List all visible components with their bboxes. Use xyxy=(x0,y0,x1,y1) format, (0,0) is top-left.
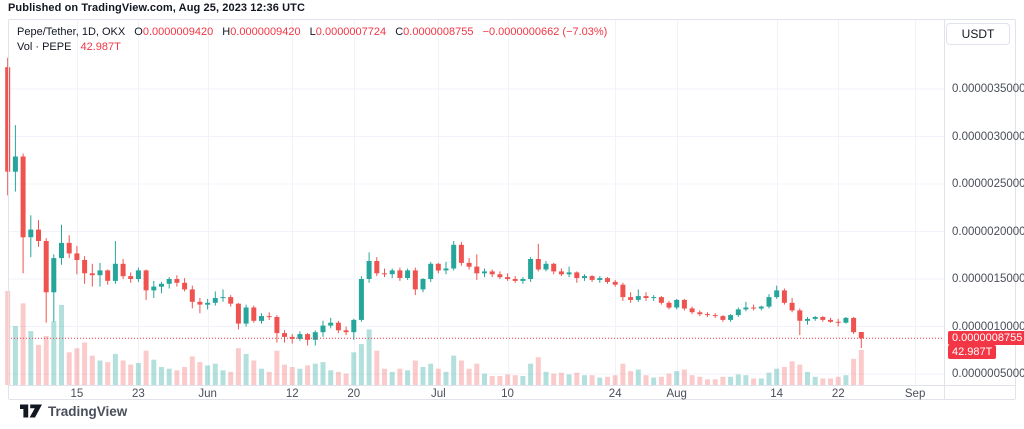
tradingview-footer: TradingView xyxy=(20,403,127,419)
price-axis-separator xyxy=(944,19,945,400)
price-axis-label: 0.0000020000 xyxy=(952,225,1024,238)
published-attribution: Published on TradingView.com, Aug 25, 20… xyxy=(8,2,305,14)
time-axis-label: 15 xyxy=(70,388,84,400)
change-value: −0.0000000662 (−7.03%) xyxy=(482,26,608,38)
price-axis-label: 0.0000035000 xyxy=(952,83,1024,95)
time-axis-label: 10 xyxy=(501,388,514,400)
tradingview-brand-text[interactable]: TradingView xyxy=(48,403,128,419)
chart-legend: Pepe/Tether, 1D, OKX O0.0000009420 H0.00… xyxy=(17,25,607,55)
tradingview-logo-icon[interactable] xyxy=(20,403,42,419)
time-axis-label: 22 xyxy=(831,388,845,400)
time-axis-label: 12 xyxy=(285,388,299,400)
price-axis-label: 0.0000015000 xyxy=(952,273,1024,285)
ohlc-high: H0.0000009420 xyxy=(222,26,301,38)
price-axis-label: 0.0000025000 xyxy=(952,178,1024,190)
ohlc-open: O0.0000009420 xyxy=(134,26,214,38)
last-price-badge: 0.0000008755 xyxy=(948,331,1024,345)
ohlc-close: C0.0000008755 xyxy=(395,26,474,38)
time-axis-label: 14 xyxy=(770,388,784,400)
time-axis-separator xyxy=(8,385,1016,386)
currency-toggle-button[interactable]: USDT xyxy=(946,23,1010,45)
price-axis-label: 0.0000005000 xyxy=(952,368,1024,380)
time-axis-label: 24 xyxy=(608,388,622,400)
time-axis-label: Aug xyxy=(666,388,687,400)
symbol-title[interactable]: Pepe/Tether, 1D, OKX xyxy=(17,26,126,38)
volume-value: 42.987T xyxy=(80,41,121,53)
time-axis-label: 20 xyxy=(347,388,361,400)
volume-label: Vol · PEPE xyxy=(17,41,72,53)
price-axis-label: 0.0000030000 xyxy=(952,130,1024,143)
legend-volume-row: Vol · PEPE 42.987T xyxy=(17,40,607,55)
ohlc-low: L0.0000007724 xyxy=(309,26,387,38)
time-axis-label: Sep xyxy=(904,388,926,400)
last-volume-badge: 42.987T xyxy=(948,345,997,359)
price-axis-label: 0.0000010000 xyxy=(952,320,1024,333)
legend-symbol-row: Pepe/Tether, 1D, OKX O0.0000009420 H0.00… xyxy=(17,25,607,40)
time-axis-label: Jun xyxy=(198,388,217,400)
time-axis-label: Jul xyxy=(430,388,446,400)
time-axis-label: 23 xyxy=(132,388,145,400)
